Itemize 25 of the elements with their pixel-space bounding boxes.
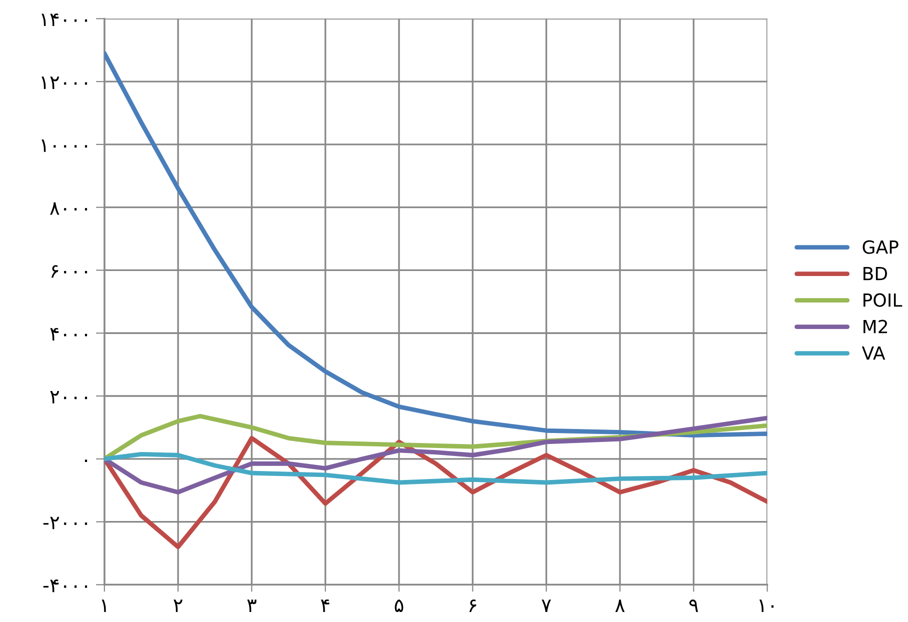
x-tick-label: ۵ (394, 599, 404, 612)
legend-label: BD (864, 266, 887, 280)
legend-label: GAP (862, 240, 898, 254)
y-tick-label: ۶۰۰۰ (51, 265, 88, 278)
y-tick-label: ۴۰۰۰ (50, 328, 88, 341)
y-tick-label: ۸۰۰۰ (50, 202, 88, 215)
y-tick-label: -۴۰۰۰ (43, 580, 88, 592)
x-tick-label: ۹ (689, 600, 698, 612)
x-tick-label: ۸ (615, 600, 625, 612)
x-tick-label: ۲ (174, 600, 182, 612)
legend-label: M2 (864, 320, 888, 334)
x-tick-label: ۳ (247, 600, 256, 612)
x-tick-label: ۴ (320, 599, 330, 612)
x-tick-label: ۱ (102, 600, 106, 612)
legend-label: VA (862, 346, 886, 360)
x-tick-label: ۶ (469, 600, 476, 612)
y-tick-label: ۱۴۰۰۰ (42, 14, 88, 26)
y-tick-label: ۱۰۰۰۰ (42, 139, 88, 152)
y-tick-label: -۲۰۰۰ (43, 516, 88, 530)
x-tick-label: ۱۰ (759, 600, 774, 612)
y-tick-label: ۲۰۰۰ (50, 391, 88, 404)
y-tick-label: ۰ (84, 460, 88, 462)
y-tick-label: ۱۲۰۰۰ (42, 76, 88, 89)
x-tick-label: ۷ (542, 600, 551, 612)
legend-label: POIL (864, 293, 902, 307)
